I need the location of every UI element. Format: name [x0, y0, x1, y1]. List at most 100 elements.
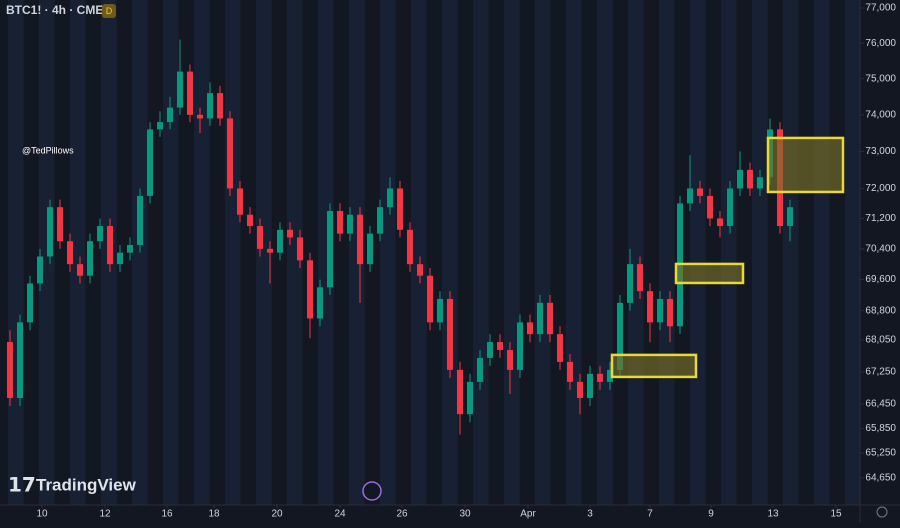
candle-body — [317, 287, 323, 319]
plot — [7, 39, 845, 435]
session-band — [659, 0, 675, 505]
session-band — [752, 0, 768, 505]
candle-body — [107, 226, 113, 265]
candle-body — [757, 177, 763, 189]
session-band — [690, 0, 706, 505]
candle-body — [117, 252, 123, 265]
candle-body — [257, 226, 263, 249]
candle-body — [267, 248, 273, 253]
candle-body — [727, 188, 733, 227]
candle-body — [617, 302, 623, 370]
session-band — [814, 0, 830, 505]
candle-body — [17, 322, 23, 398]
candle-body — [627, 264, 633, 303]
candle-body — [427, 275, 433, 323]
candle-body — [687, 188, 693, 204]
candle-body — [457, 369, 463, 415]
session-band — [473, 0, 489, 505]
candle-body — [7, 342, 13, 398]
logo: TradingView — [36, 475, 137, 494]
x-tick-label: 20 — [271, 509, 283, 520]
candle-body — [537, 302, 543, 335]
candle-body — [307, 260, 313, 319]
y-tick-label: 70,400 — [865, 243, 896, 254]
y-tick-label: 73,000 — [865, 146, 896, 157]
x-tick-label: 3 — [587, 509, 593, 520]
x-tick-label: 18 — [208, 509, 220, 520]
candle-body — [207, 93, 213, 119]
candle-body — [137, 195, 143, 246]
x-tick-label: Apr — [520, 509, 536, 520]
badge: D — [106, 6, 113, 16]
candle-body — [417, 264, 423, 276]
candle-body — [607, 369, 613, 382]
candle-body — [87, 241, 93, 276]
candle-body — [787, 207, 793, 227]
candle-body — [217, 93, 223, 119]
y-tick-label: 77,000 — [865, 3, 896, 14]
candle-body — [667, 298, 673, 327]
candle-body — [397, 188, 403, 230]
candle-body — [647, 291, 653, 323]
session-band — [442, 0, 458, 505]
candle-body — [717, 218, 723, 227]
session-band — [504, 0, 520, 505]
candle-body — [407, 229, 413, 265]
candle-body — [287, 229, 293, 238]
candle-body — [167, 107, 173, 123]
candle-body — [597, 373, 603, 382]
candle-body — [27, 283, 33, 323]
x-tick-label: 16 — [161, 509, 173, 520]
session-band — [256, 0, 272, 505]
y-tick-label: 75,000 — [865, 73, 896, 84]
settings-icon[interactable] — [876, 506, 888, 518]
symbol: BTC1! · 4h · CME — [6, 3, 103, 17]
candle-body — [387, 188, 393, 208]
axes: 77,000 76,000 75,000 74,000 73,000 72,000 71,2… — [36, 3, 896, 520]
session-band — [349, 0, 365, 505]
x-tick-label: 24 — [334, 509, 346, 520]
replay-icon[interactable] — [362, 481, 382, 501]
candle-body — [447, 298, 453, 370]
badge-bg — [102, 4, 116, 18]
candle-body — [67, 241, 73, 265]
session-band — [8, 0, 24, 505]
candle-body — [127, 245, 133, 253]
x-tick-label: 30 — [459, 509, 471, 520]
candle-body — [467, 381, 473, 415]
y-tick-label: 74,000 — [865, 109, 896, 120]
y-tick-label: 68,800 — [865, 305, 896, 316]
candle-body — [657, 298, 663, 323]
session-band — [411, 0, 427, 505]
candle-body — [157, 122, 163, 130]
candle-body — [197, 114, 203, 119]
y-tick-label: 71,200 — [865, 213, 896, 224]
candle-body — [187, 71, 193, 115]
candle-body — [247, 214, 253, 227]
candle-body — [487, 342, 493, 358]
y-tick-label: 65,850 — [865, 423, 896, 434]
candle-body — [577, 381, 583, 398]
candle-body — [477, 357, 483, 382]
session-band — [70, 0, 86, 505]
x-tick-label: 12 — [99, 509, 111, 520]
session-band — [566, 0, 582, 505]
y-tick-label: 76,000 — [865, 38, 896, 49]
candle-body — [377, 207, 383, 234]
y-tick-label: 65,250 — [865, 448, 896, 459]
watermark: @TedPillows — [22, 145, 74, 155]
candle-body — [97, 226, 103, 242]
x-tick-label: 26 — [396, 509, 408, 520]
candle-body — [747, 169, 753, 189]
candle-body — [507, 349, 513, 370]
session-band — [163, 0, 179, 505]
zone — [610, 353, 698, 379]
session-band — [535, 0, 551, 505]
session-band — [318, 0, 334, 505]
candle-body — [327, 210, 333, 288]
x-tick-label: 7 — [647, 509, 653, 520]
candle-body — [57, 207, 63, 242]
candle-body — [297, 237, 303, 261]
candle-body — [357, 214, 363, 265]
